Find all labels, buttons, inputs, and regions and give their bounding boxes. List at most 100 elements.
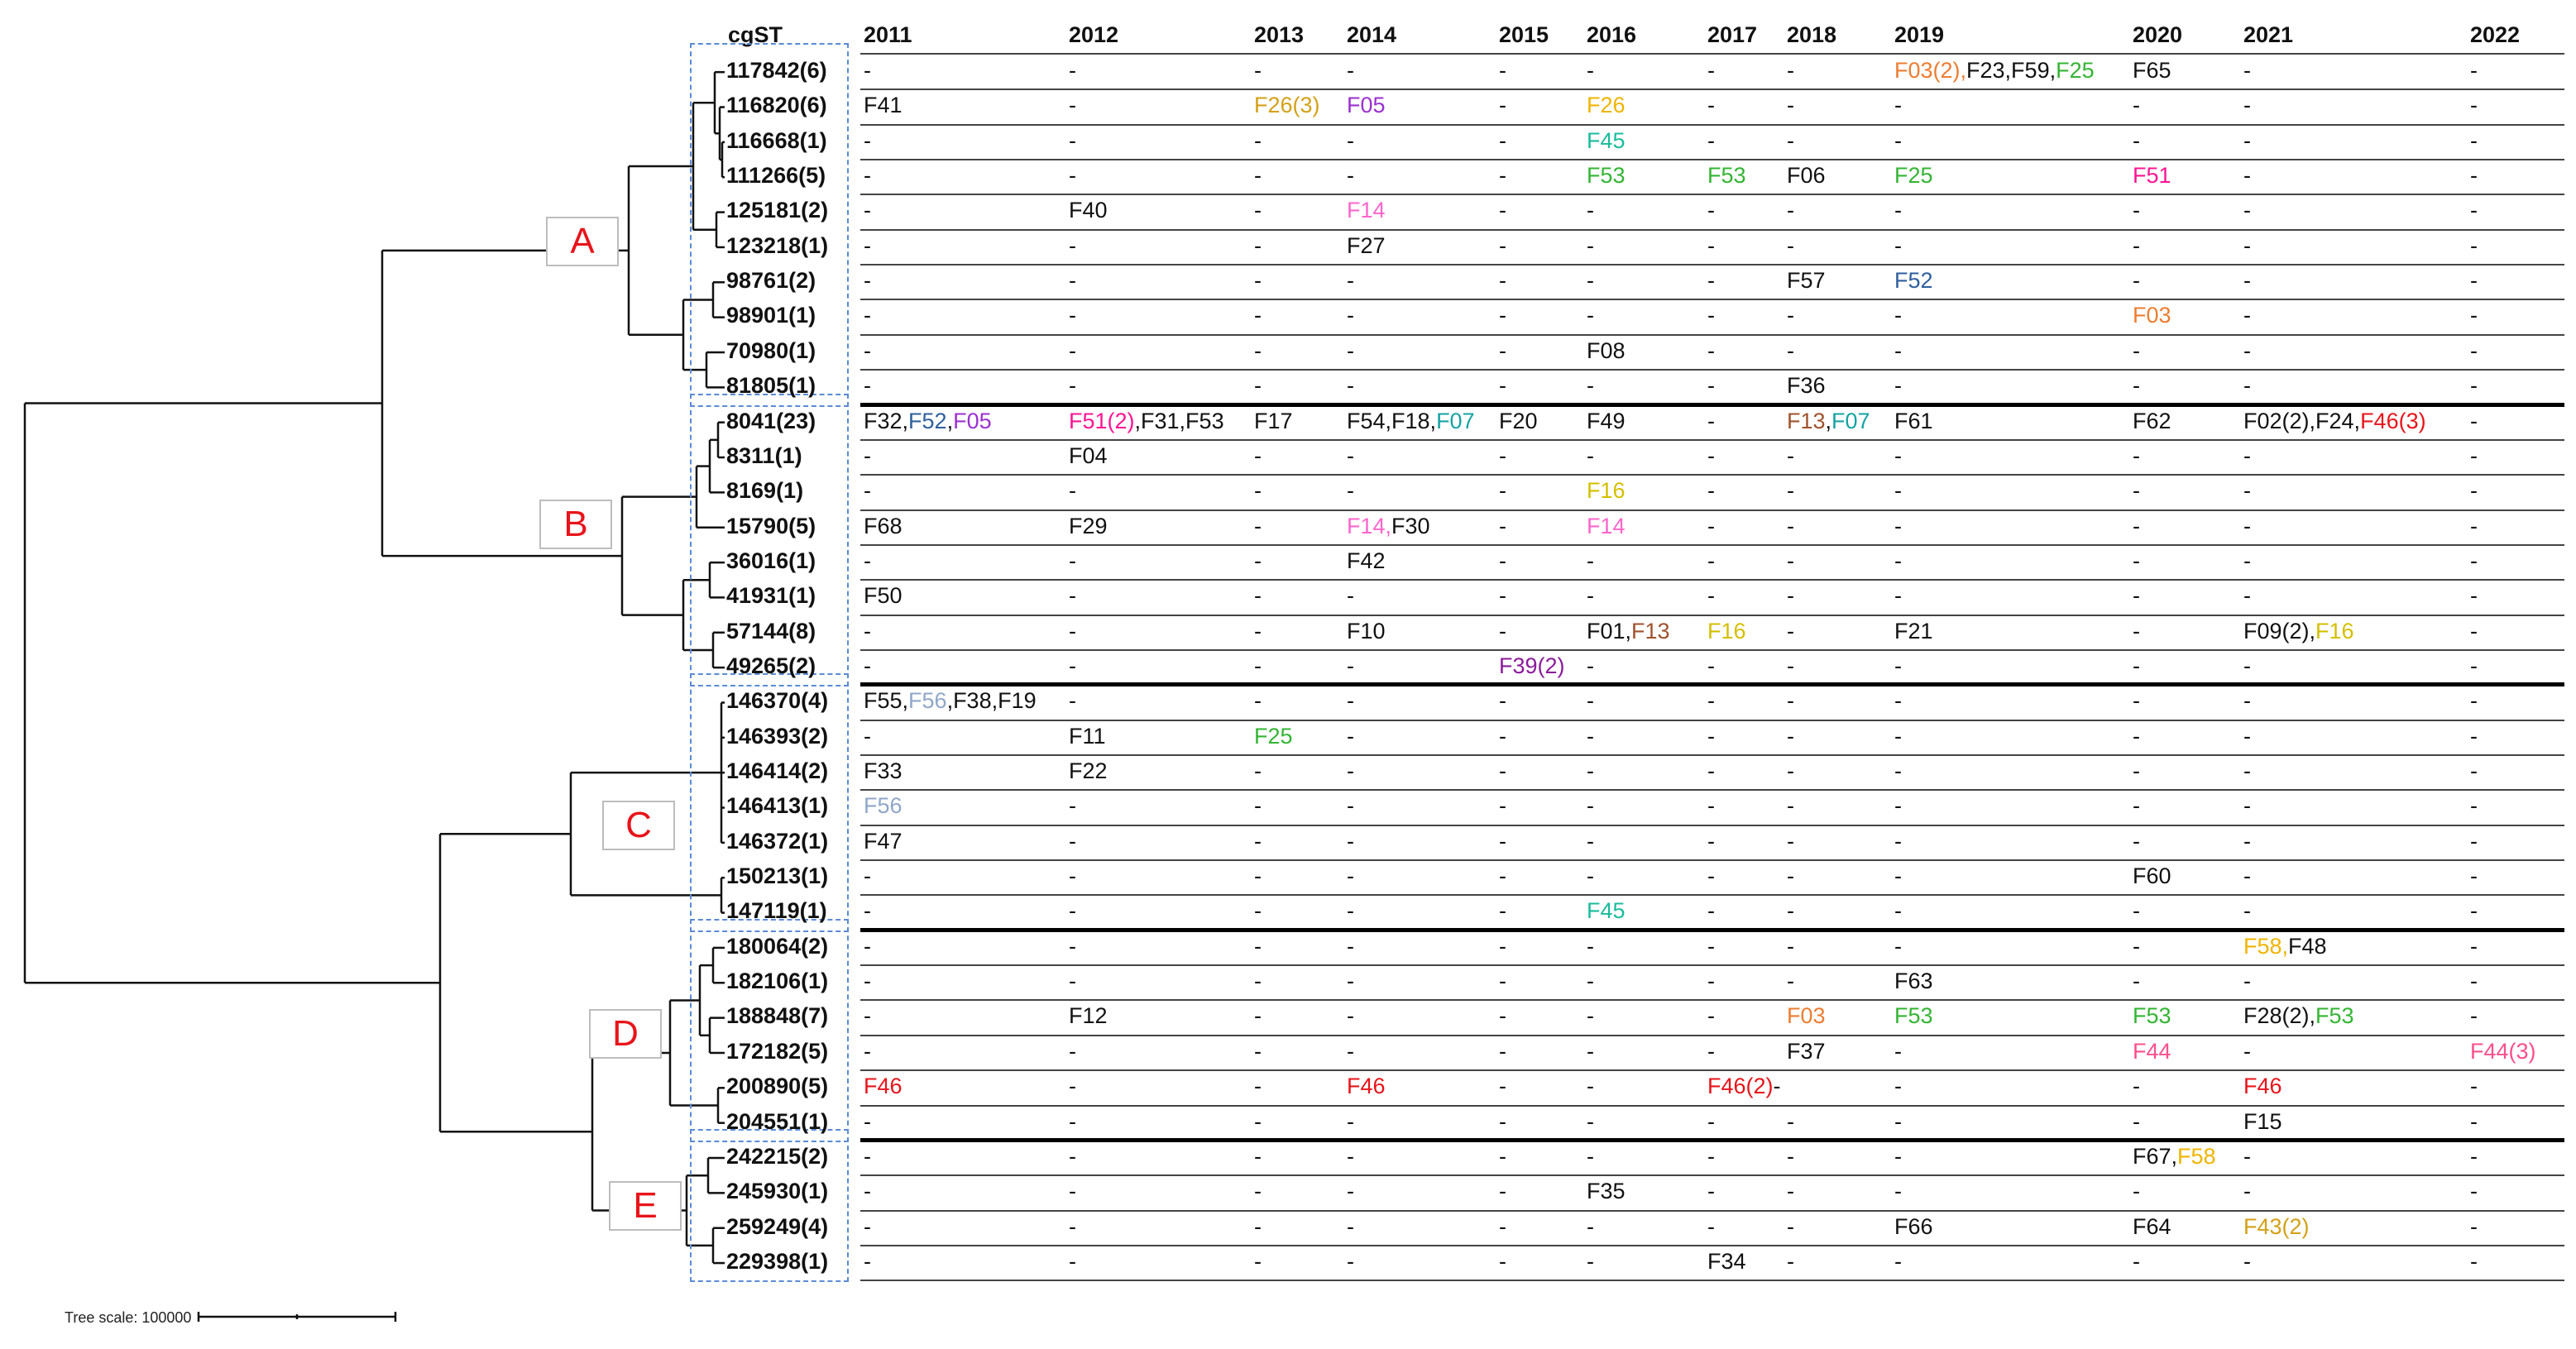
cell-2018: - bbox=[1787, 58, 1794, 83]
year-header: 2021 bbox=[2243, 22, 2294, 47]
cell-2022: - bbox=[2470, 863, 2478, 889]
cell-2020: - bbox=[2133, 969, 2140, 994]
feature-token: F07 bbox=[1436, 408, 1475, 433]
cell-2012: F04 bbox=[1069, 442, 1108, 468]
cell-2011: - bbox=[864, 268, 871, 294]
row-line bbox=[860, 719, 2564, 721]
cell-2013: - bbox=[1254, 1213, 1262, 1239]
cell-2014: - bbox=[1347, 933, 1354, 959]
cell-2011: - bbox=[864, 337, 871, 363]
cell-2020: - bbox=[2133, 268, 2140, 294]
cell-2020: - bbox=[2133, 1179, 2140, 1204]
cell-2011: - bbox=[864, 863, 871, 889]
cgst-id: 98901(1) bbox=[726, 303, 816, 328]
feature-token: ,F38,F19 bbox=[946, 688, 1037, 714]
cell-2018: - bbox=[1787, 442, 1794, 468]
cell-2011: - bbox=[864, 442, 871, 468]
cgst-id: 57144(8) bbox=[726, 618, 816, 643]
cell-2018: - bbox=[1787, 758, 1794, 783]
cell-2017: - bbox=[1707, 127, 1715, 153]
cell-2019: - bbox=[1894, 583, 1902, 609]
cell-2011: - bbox=[864, 1248, 871, 1274]
cell-2015: - bbox=[1499, 583, 1506, 609]
cell-2016: - bbox=[1587, 1213, 1594, 1239]
cell-2016: - bbox=[1587, 1003, 1594, 1029]
cgst-id: 200890(5) bbox=[726, 1074, 829, 1099]
cell-2022: - bbox=[2470, 618, 2478, 643]
cell-2019: F63 bbox=[1894, 969, 1933, 994]
cell-2022: - bbox=[2470, 548, 2478, 573]
cell-2011: - bbox=[864, 232, 871, 258]
cell-2021: - bbox=[2243, 127, 2251, 153]
cell-2014: - bbox=[1347, 1003, 1354, 1029]
cell-2022: - bbox=[2470, 1074, 2478, 1099]
cell-2012: F11 bbox=[1069, 723, 1106, 749]
cell-2015: - bbox=[1499, 478, 1506, 504]
cell-2017: - bbox=[1707, 863, 1715, 889]
cell-2016: - bbox=[1587, 548, 1594, 573]
cell-2016: - bbox=[1587, 1143, 1594, 1169]
cell-2018: - bbox=[1787, 513, 1794, 538]
row-line bbox=[860, 194, 2564, 196]
feature-token: F25 bbox=[1254, 723, 1293, 749]
cell-2018: - bbox=[1787, 93, 1794, 118]
cell-2015: - bbox=[1499, 373, 1506, 399]
cell-2017: - bbox=[1707, 793, 1715, 819]
year-header: 2020 bbox=[2133, 22, 2183, 47]
feature-token: F05 bbox=[953, 408, 992, 433]
cell-2021: - bbox=[2243, 723, 2251, 749]
row-line bbox=[860, 1034, 2564, 1036]
cell-2017: - bbox=[1707, 583, 1715, 609]
cell-2016: F08 bbox=[1587, 337, 1626, 363]
cell-2020: - bbox=[2133, 93, 2140, 118]
cell-2018: F57 bbox=[1787, 268, 1826, 294]
feature-token: F01, bbox=[1587, 618, 1632, 643]
cell-2020: - bbox=[2133, 513, 2140, 538]
cgst-id: 117842(6) bbox=[726, 58, 827, 83]
feature-token: F56 bbox=[864, 793, 903, 819]
cell-2014: - bbox=[1347, 1108, 1354, 1134]
cell-2017: - bbox=[1707, 1038, 1715, 1064]
cell-2022: - bbox=[2470, 969, 2478, 994]
cell-2015: - bbox=[1499, 442, 1506, 468]
cell-2012: F29 bbox=[1069, 513, 1108, 538]
cell-2013: - bbox=[1254, 1038, 1262, 1064]
cell-2015: - bbox=[1499, 758, 1506, 783]
cell-2011: F33 bbox=[864, 758, 903, 783]
cell-2013: - bbox=[1254, 232, 1262, 258]
cell-2021: - bbox=[2243, 198, 2251, 223]
cell-2017: - bbox=[1707, 898, 1715, 924]
cell-2019: - bbox=[1894, 723, 1902, 749]
cell-2020: - bbox=[2133, 688, 2140, 714]
clade-box bbox=[690, 673, 849, 932]
clade-label: E bbox=[609, 1181, 682, 1231]
cell-2022: - bbox=[2470, 723, 2478, 749]
cell-2022: - bbox=[2470, 442, 2478, 468]
cell-2014: - bbox=[1347, 1143, 1354, 1169]
cgst-id: 146413(1) bbox=[726, 793, 829, 819]
feature-token: F16 bbox=[1587, 478, 1626, 504]
cell-2011: - bbox=[864, 303, 871, 328]
cell-2013: - bbox=[1254, 1248, 1262, 1274]
cell-2017: - bbox=[1707, 688, 1715, 714]
cell-2022: - bbox=[2470, 127, 2478, 153]
cell-2020: - bbox=[2133, 478, 2140, 504]
cell-2013: - bbox=[1254, 618, 1262, 643]
cell-2020: F03 bbox=[2133, 303, 2171, 328]
cell-2013: - bbox=[1254, 1108, 1262, 1134]
row-line bbox=[860, 579, 2564, 581]
cell-2021: - bbox=[2243, 969, 2251, 994]
row-line bbox=[860, 789, 2564, 792]
cell-2021: F02(2),F24,F46(3) bbox=[2243, 409, 2426, 434]
year-header: 2017 bbox=[1707, 22, 1758, 47]
cell-2018: - bbox=[1787, 303, 1794, 328]
feature-token: F51(2) bbox=[1069, 408, 1135, 433]
cell-2015: F39(2) bbox=[1499, 653, 1565, 679]
header-line bbox=[860, 53, 2564, 55]
cell-2016: F35 bbox=[1587, 1179, 1626, 1204]
cell-2018: - bbox=[1787, 863, 1794, 889]
cell-2018: - bbox=[1787, 548, 1794, 573]
cell-2014: - bbox=[1347, 723, 1354, 749]
cell-2021: F58,F48 bbox=[2243, 934, 2327, 959]
